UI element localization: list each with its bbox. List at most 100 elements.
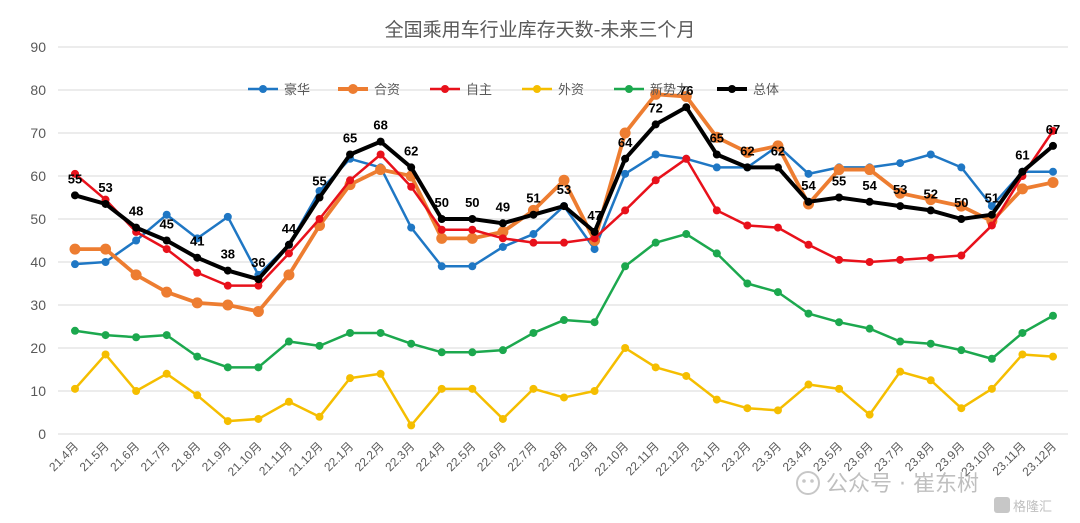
data-label: 47 [587,208,601,223]
data-point [254,363,263,372]
series-2 [71,126,1057,290]
data-point [529,210,538,219]
data-label: 62 [740,143,754,158]
data-label: 76 [679,83,693,98]
data-point [712,206,721,215]
gelonghui-logo-icon [994,497,1010,513]
y-tick-label: 60 [30,168,46,184]
legend-label: 合资 [374,83,400,98]
data-point [896,337,905,346]
y-tick-label: 10 [30,383,46,399]
data-point [651,238,660,247]
wechat-icon [796,471,820,495]
data-point [773,288,782,297]
data-point [772,140,784,152]
data-point [896,255,905,264]
data-label: 72 [648,100,662,115]
data-point [864,164,876,176]
data-point [957,346,966,355]
data-point [223,363,232,372]
data-point [590,245,599,254]
data-point [682,230,691,239]
data-point [468,262,477,271]
data-label: 36 [251,255,265,270]
data-point [804,169,813,178]
y-tick-label: 0 [38,426,46,442]
data-point [987,354,996,363]
data-point [284,249,293,258]
data-point [376,137,385,146]
data-point [376,150,385,159]
data-point [741,146,753,158]
data-point [284,337,293,346]
data-point [466,232,478,244]
data-point [711,131,723,143]
data-point [375,164,387,176]
data-label: 54 [801,178,816,193]
data-point [835,193,844,202]
data-label: 65 [710,131,724,146]
wechat-icon-eye-right [810,479,814,483]
data-label: 62 [404,143,418,158]
data-point [315,341,324,350]
data-point [651,363,660,372]
legend-swatch-marker [728,85,736,93]
data-point [925,194,937,206]
y-tick-label: 90 [30,39,46,55]
data-point [498,242,507,251]
y-tick-label: 20 [30,340,46,356]
data-point [529,384,538,393]
data-point [1018,167,1027,176]
data-label: 62 [771,143,785,158]
data-point [71,260,79,269]
data-point [71,191,79,200]
data-point [437,384,446,393]
wechat-icon-eye-left [802,479,806,483]
data-point [651,120,660,129]
data-point [193,391,202,400]
data-point [957,215,966,223]
data-point [376,369,385,378]
data-point [955,200,967,212]
data-point [743,221,752,230]
data-point [682,371,691,380]
data-point [680,90,692,102]
data-point [498,219,507,228]
data-point [132,333,141,342]
data-point [346,176,355,185]
data-point [132,387,141,395]
data-point [437,262,446,271]
data-point [773,406,782,415]
data-point [529,328,538,337]
data-point [437,348,446,357]
data-point [498,414,507,423]
data-point [1018,350,1027,359]
data-point [865,197,874,206]
data-point [957,404,966,413]
data-point [315,215,324,223]
data-point [161,286,173,298]
series-layer [69,88,1059,430]
data-label: 41 [190,234,204,249]
data-point [835,255,844,264]
data-point [987,221,996,230]
data-point [804,197,813,206]
data-point [223,417,232,426]
y-tick-label: 50 [30,211,46,227]
data-point [193,234,202,243]
data-label: 55 [312,174,326,189]
data-point [223,266,232,275]
data-point [560,202,568,211]
data-point [436,232,448,244]
data-point [804,380,813,389]
data-label: 67 [1046,122,1060,137]
data-point [407,182,416,191]
data-point [284,397,293,406]
data-point [804,309,813,318]
data-point [804,240,813,249]
data-point [1018,328,1027,337]
y-tick-label: 70 [30,125,46,141]
chart-title: 全国乘用车行业库存天数-未来三个月 [385,19,696,41]
legend-label: 自主 [466,83,492,98]
